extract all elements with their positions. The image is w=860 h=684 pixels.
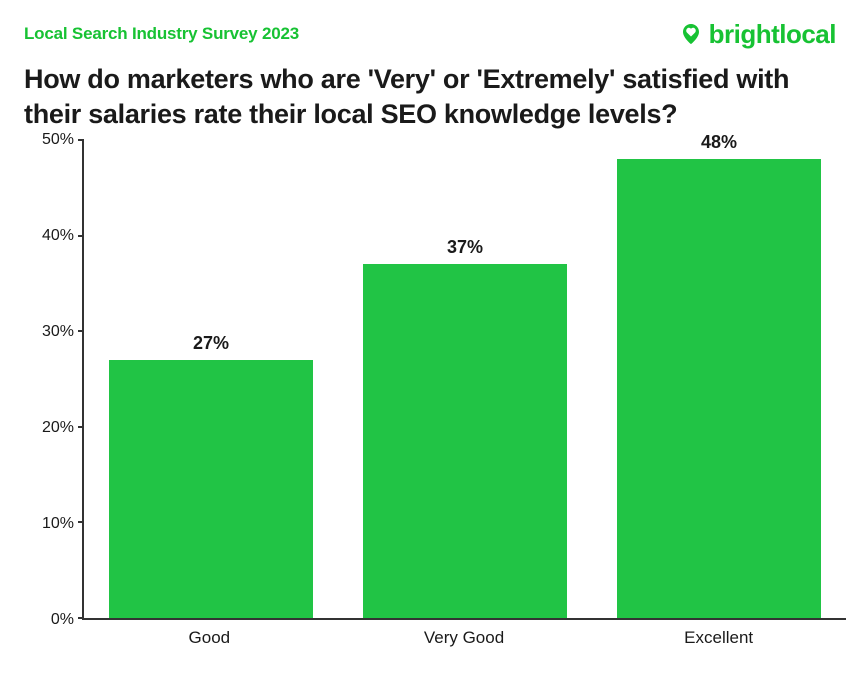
bar: 27% (109, 360, 312, 618)
y-axis-gutter: 0%10%20%30%40%50% (24, 140, 82, 620)
survey-label: Local Search Industry Survey 2023 (24, 24, 299, 44)
plot-area: 27% 37% 48% (82, 140, 846, 620)
y-tick-label: 30% (42, 323, 74, 341)
y-tick-mark (78, 235, 84, 237)
y-tick-mark (78, 139, 84, 141)
x-tick-label: Very Good (424, 628, 504, 648)
y-tick-label: 40% (42, 227, 74, 245)
chart-title: How do marketers who are 'Very' or 'Extr… (24, 62, 824, 131)
header-row: Local Search Industry Survey 2023 bright… (24, 20, 836, 48)
pin-heart-icon (679, 22, 703, 46)
y-tick-mark (78, 521, 84, 523)
y-tick-label: 20% (42, 419, 74, 437)
brand-logo: brightlocal (679, 19, 836, 50)
x-axis-labels: Good Very Good Excellent (82, 620, 846, 660)
y-tick-label: 10% (42, 515, 74, 533)
bars-container: 27% 37% 48% (84, 140, 846, 618)
y-tick-mark (78, 330, 84, 332)
y-tick-mark (78, 617, 84, 619)
page: Local Search Industry Survey 2023 bright… (0, 0, 860, 684)
y-tick-label: 0% (51, 611, 74, 629)
bar: 48% (617, 159, 820, 618)
y-tick-mark (78, 426, 84, 428)
bar-value-label: 27% (193, 333, 229, 354)
bar-value-label: 37% (447, 237, 483, 258)
brand-name: brightlocal (709, 19, 836, 50)
x-tick-label: Excellent (684, 628, 753, 648)
bar: 37% (363, 264, 566, 618)
y-tick-label: 50% (42, 131, 74, 149)
bar-value-label: 48% (701, 132, 737, 153)
x-tick-label: Good (189, 628, 231, 648)
chart: 0%10%20%30%40%50% 27%37%48% GoodVery Goo… (24, 140, 846, 660)
